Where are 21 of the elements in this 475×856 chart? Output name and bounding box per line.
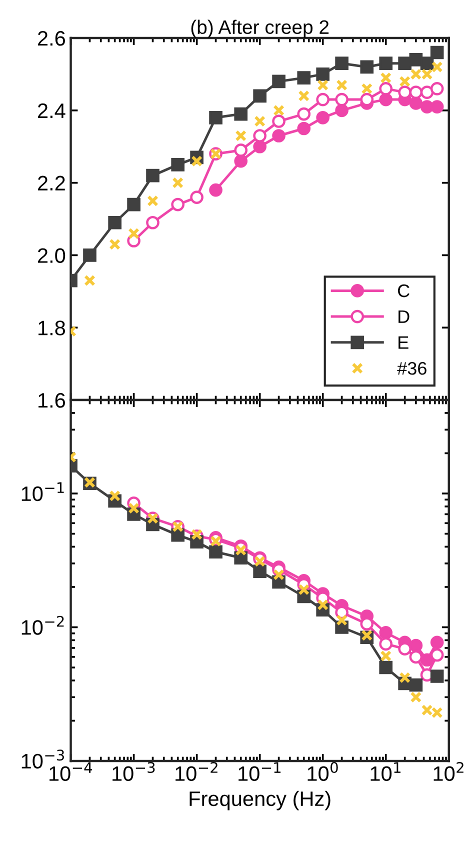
x-tick-label: 10$^{−3}$ [112, 762, 155, 781]
x-tick-label: 10$^{−2}$ [176, 762, 218, 781]
x-tick-label: 10$^{2}$ [434, 762, 464, 781]
x-axis-title: Frequency (Hz) [190, 790, 330, 810]
y-tick-label: 2.4 [38, 103, 66, 118]
y-tick-label: 1.8 [38, 320, 66, 336]
legend-label: D [398, 310, 410, 323]
x-tick-label: 10$^{−1}$ [238, 762, 281, 782]
legend-label: E [398, 336, 408, 349]
x-tick-label: 10$^{0}$ [308, 762, 338, 781]
y-tick-label: 2.0 [38, 248, 66, 263]
y-tick-label: 10$^{−2}$ [22, 616, 64, 635]
chart-title: (b) After creep 2 [191, 20, 329, 38]
legend-label: C [398, 284, 410, 298]
legend-label: #36 [397, 362, 426, 375]
y-tick-label: 10$^{−1}$ [22, 482, 64, 502]
x-tick-label: 10$^{1}$ [370, 762, 400, 782]
x-tick-label: 10$^{−4}$ [50, 762, 92, 782]
y-tick-label: 2.2 [38, 176, 65, 190]
y-tick-label: 1.6 [38, 393, 65, 408]
y-tick-label: 2.6 [38, 31, 65, 46]
